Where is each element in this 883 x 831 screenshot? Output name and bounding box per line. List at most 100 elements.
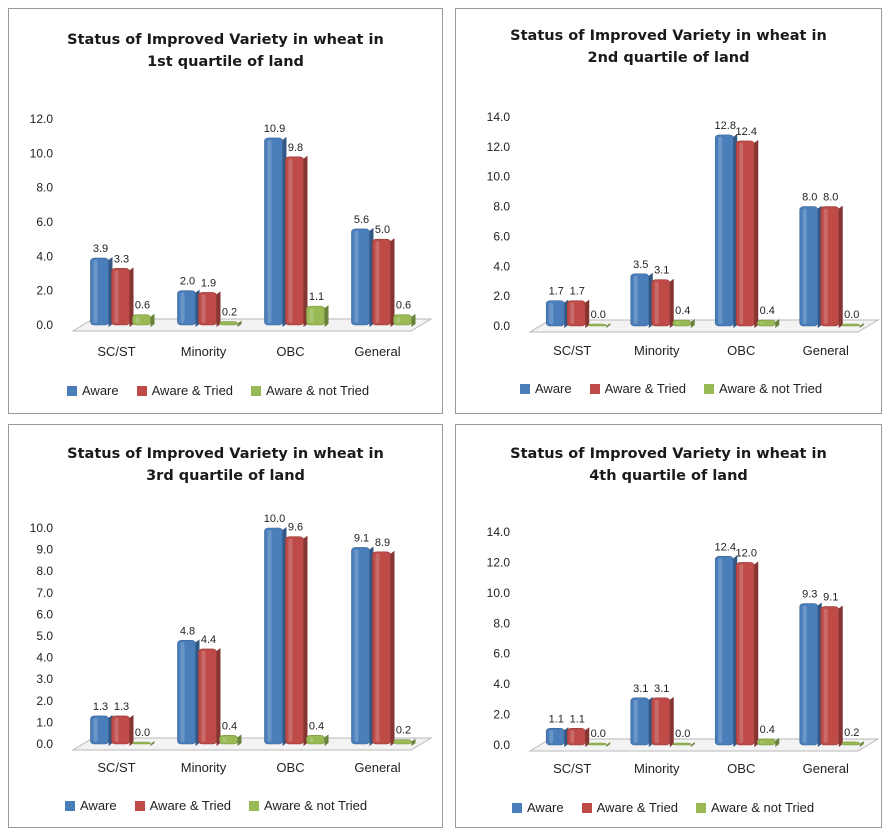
bar-highlight (180, 292, 185, 323)
bar-highlight (570, 730, 575, 743)
category-label: General (803, 761, 849, 776)
y-tick-label: 12.0 (487, 140, 511, 154)
y-tick-label: 0.0 (493, 738, 510, 752)
data-label: 1.3 (114, 701, 129, 713)
category-label: SC/ST (97, 344, 135, 359)
bar-aware-tried (735, 140, 755, 327)
chart-title-line2: 3rd quartile of land (146, 468, 305, 484)
bar-highlight (267, 139, 272, 323)
y-tick-label: 4.0 (493, 677, 510, 691)
data-label: 1.9 (201, 277, 216, 289)
legend-label: Aware & not Tried (719, 381, 823, 396)
y-tick-label: 6.0 (493, 229, 510, 243)
bar-side-aware-not-tried (237, 320, 242, 327)
bar-side-aware-not-tried (606, 323, 611, 328)
data-label: 0.2 (222, 307, 237, 319)
y-tick-label: 12.0 (30, 112, 54, 126)
bar-aware-not-tried (306, 305, 325, 326)
data-label: 8.9 (375, 537, 390, 549)
legend-label: Aware & not Tried (711, 800, 815, 815)
category-label: OBC (276, 344, 304, 359)
y-tick-label: 2.0 (493, 708, 510, 722)
bar-highlight (633, 275, 638, 324)
bar-highlight (93, 260, 98, 323)
category-label: Minority (634, 343, 680, 358)
category-label: Minority (181, 760, 227, 775)
data-label: 1.1 (549, 713, 564, 725)
category-label: SC/ST (553, 343, 591, 358)
chart-title: Status of Improved Variety in wheat in 2… (456, 25, 881, 69)
data-label: 0.0 (135, 727, 150, 739)
category-label: General (354, 344, 400, 359)
y-tick-label: 4.0 (493, 259, 510, 273)
bar-side-aware-tried (390, 550, 395, 746)
legend-item-aware-tried: Aware & Tried (589, 381, 687, 396)
bar-aware (264, 527, 283, 745)
data-label: 12.0 (736, 547, 757, 559)
y-tick-label: 6.0 (493, 647, 510, 661)
y-tick-label: 6.0 (36, 607, 53, 621)
bar-side-aware-not-tried (324, 734, 329, 746)
bar-side-aware-not-tried (859, 740, 864, 747)
bar-aware-tried (566, 727, 586, 746)
y-tick-label: 10.0 (487, 586, 511, 600)
bar-aware (799, 603, 819, 746)
bar-aware-not-tried (756, 738, 776, 746)
legend-swatch-aware-tried (589, 383, 600, 394)
data-label: 0.4 (309, 720, 324, 732)
bar-side-aware-tried (129, 714, 134, 746)
bar-side-aware-not-tried (150, 313, 155, 327)
bar-highlight (309, 308, 314, 323)
bar-highlight (739, 564, 744, 743)
bar-aware (545, 727, 565, 746)
bar-highlight (549, 730, 554, 743)
y-tick-label: 10.0 (487, 170, 511, 184)
data-label: 3.1 (654, 683, 669, 695)
y-tick-label: 7.0 (36, 586, 53, 600)
bar-highlight (760, 322, 765, 324)
data-label: 0.0 (675, 728, 690, 740)
bar-aware-not-tried (393, 739, 412, 745)
legend-swatch-aware-tried (134, 800, 145, 811)
chart-title-line2: 4th quartile of land (589, 468, 748, 484)
data-label: 1.7 (549, 286, 564, 298)
bar-highlight (654, 699, 659, 743)
category-label: OBC (276, 760, 304, 775)
bar-highlight (718, 558, 723, 743)
data-label: 0.2 (844, 727, 859, 739)
data-label: 2.0 (180, 276, 195, 288)
bar-aware (799, 206, 819, 327)
chart-legend: Aware Aware & Tried Aware & not Tried (520, 381, 822, 396)
legend-label: Aware & not Tried (266, 383, 370, 398)
data-label: 1.7 (570, 286, 585, 298)
bar-highlight (570, 302, 575, 324)
chart-title: Status of Improved Variety in wheat in 4… (456, 443, 881, 487)
legend-label: Aware & Tried (604, 381, 687, 396)
bar-highlight (802, 605, 807, 743)
bar-aware-tried (198, 648, 217, 745)
bar-highlight (354, 549, 359, 742)
bar-highlight (802, 208, 807, 324)
bar-aware-tried (111, 268, 130, 326)
bar-side-aware-tried (585, 299, 590, 328)
bar-highlight (135, 316, 140, 323)
data-label: 8.0 (823, 192, 838, 204)
bar-aware-tried (285, 156, 304, 326)
y-tick-label: 4.0 (36, 651, 53, 665)
bar-highlight (549, 302, 554, 324)
data-label: 1.3 (93, 701, 108, 713)
bar-aware-not-tried (672, 742, 692, 746)
chart-legend: Aware Aware & Tried Aware & not Tried (67, 383, 369, 398)
data-label: 10.9 (264, 123, 285, 135)
y-tick-label: 14.0 (487, 110, 511, 124)
bar-side-aware-not-tried (324, 305, 329, 327)
legend-label: Aware & Tried (151, 383, 234, 398)
legend-swatch-aware-not-tried (249, 800, 260, 811)
category-label: SC/ST (97, 760, 135, 775)
bar-aware-not-tried (672, 319, 692, 327)
bar-aware (545, 300, 565, 327)
category-label: OBC (727, 761, 755, 776)
chart-plot: 0.0 2.0 4.0 6.0 8.0 10.0 12.0 14.0 1.7 1.7 0.0 SC/S… (487, 110, 880, 358)
bar-highlight (396, 316, 401, 323)
data-label: 3.5 (633, 259, 648, 271)
